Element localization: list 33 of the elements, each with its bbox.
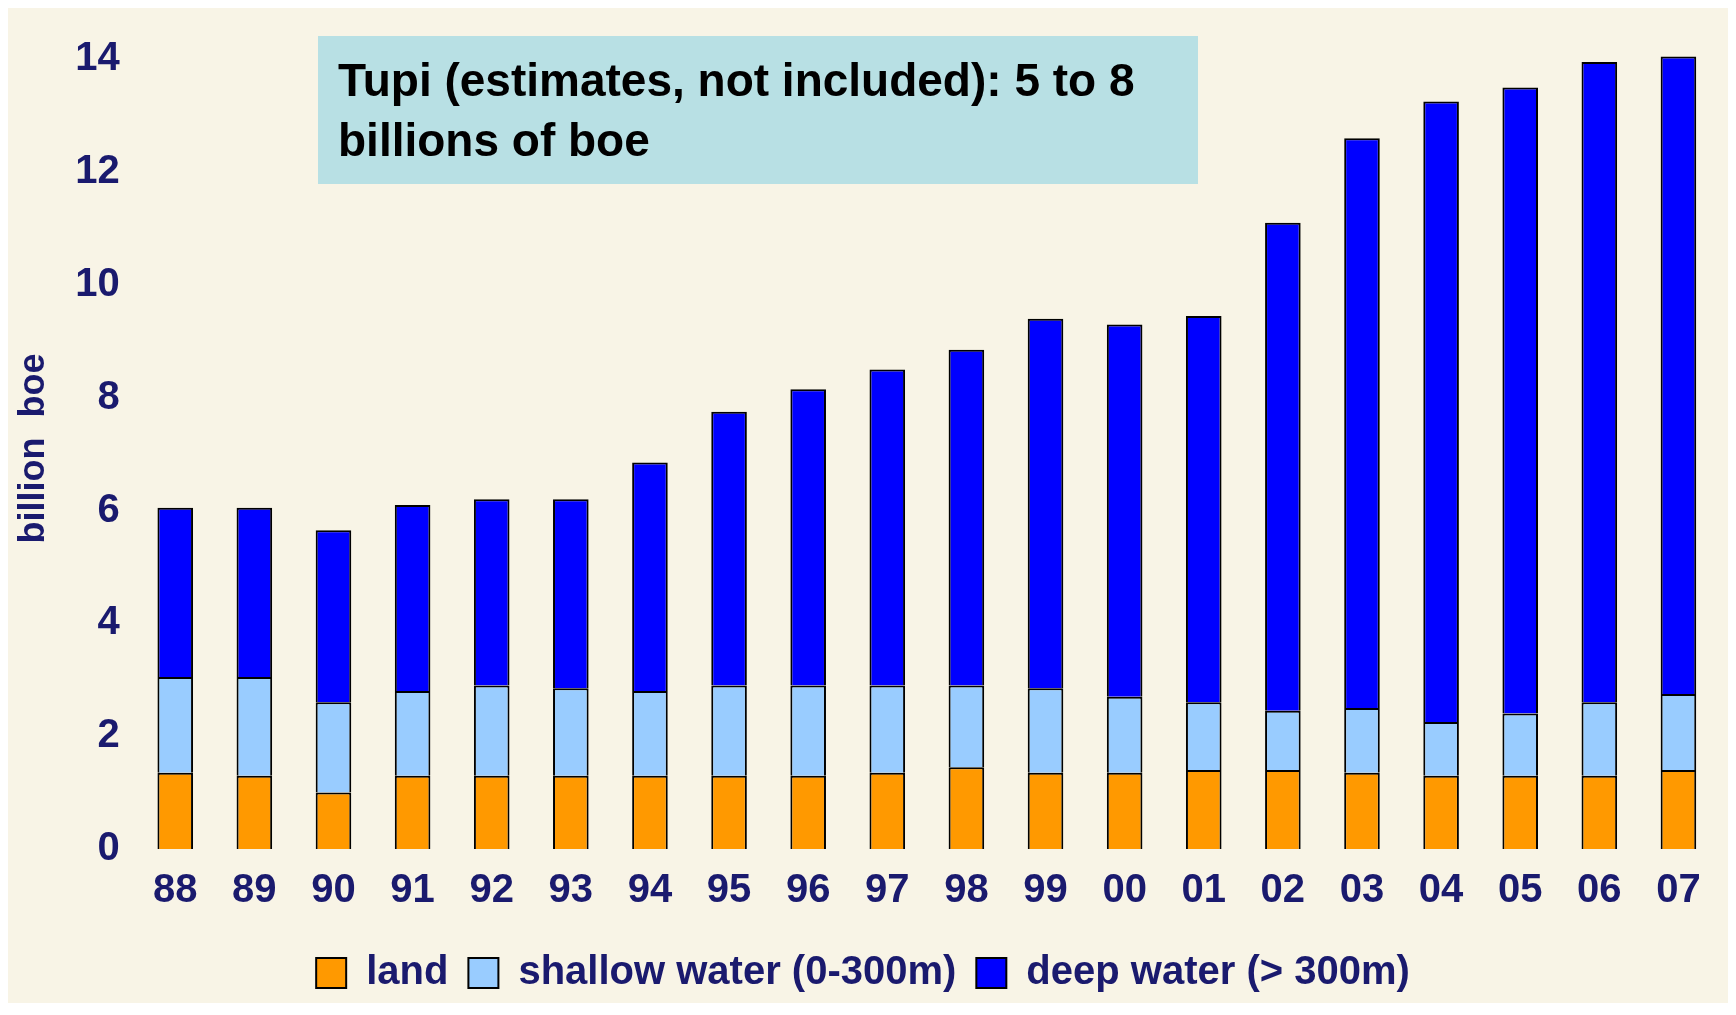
x-tick-label: 91: [390, 866, 435, 911]
x-tick-label: 99: [1023, 866, 1068, 911]
y-tick-label: 2: [97, 711, 120, 756]
x-tick-label: 97: [865, 866, 910, 911]
x-tick-label: 95: [706, 866, 752, 911]
x-tick-label: 05: [1497, 866, 1543, 911]
x-tick-label: 90: [311, 866, 356, 911]
x-tick-label: 04: [1418, 866, 1465, 911]
y-tick-label: 6: [97, 485, 120, 530]
legend-label: deep water (> 300m): [1026, 948, 1410, 993]
x-tick-label: 07: [1656, 866, 1701, 911]
x-tick-label: 02: [1260, 866, 1306, 911]
x-tick-label: 92: [469, 866, 514, 911]
x-tick-label: 03: [1339, 866, 1385, 911]
y-tick-label: 12: [75, 147, 120, 192]
x-tick-label: 96: [785, 866, 831, 911]
y-axis-title: billion boe: [10, 353, 52, 544]
y-tick-label: 4: [97, 598, 121, 643]
x-tick-label: 93: [548, 866, 594, 911]
x-tick-label: 94: [627, 866, 673, 911]
x-tick-label: 00: [1102, 866, 1147, 911]
x-tick-label: 88: [153, 866, 198, 911]
x-tick-label: 01: [1181, 866, 1226, 911]
x-tick-label: 98: [944, 866, 989, 911]
legend-label: shallow water (0-300m): [518, 948, 957, 993]
x-tick-label: 89: [232, 866, 277, 911]
y-tick-label: 14: [75, 34, 121, 79]
x-tick-label: 06: [1577, 866, 1622, 911]
y-tick-label: 0: [97, 824, 120, 869]
annotation: Tupi (estimates, not included): 5 to 8 billions of boe: [318, 36, 1198, 184]
y-tick-label: 8: [97, 372, 120, 417]
y-tick-label: 10: [75, 259, 120, 304]
legend-label: land: [366, 948, 449, 993]
